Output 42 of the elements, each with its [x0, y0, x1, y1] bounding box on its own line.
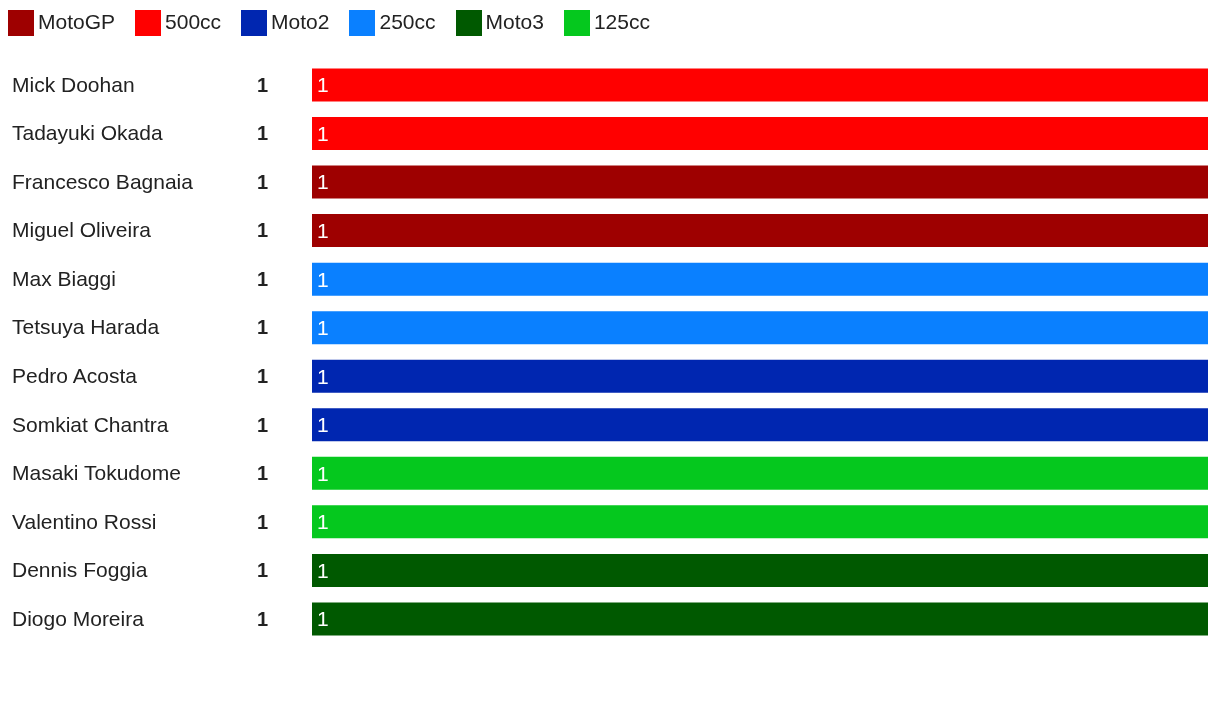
y-tick-label: Dennis Foggia [12, 558, 148, 582]
data-label: 1 [317, 170, 329, 194]
y-tick-label: Max Biaggi [12, 266, 116, 290]
data-label: 1 [317, 267, 329, 291]
y-tick-label: Mick Doohan [12, 72, 135, 96]
data-label: 1 [317, 121, 329, 145]
y-tick-label: Diogo Moreira [12, 606, 145, 630]
data-label: 1 [317, 413, 329, 437]
total-label: 1 [256, 413, 268, 436]
total-label: 1 [256, 462, 268, 485]
total-label: 1 [256, 559, 268, 582]
y-tick-label: Francesco Bagnaia [12, 169, 194, 193]
legend-label: Moto2 [271, 10, 330, 33]
data-label: 1 [317, 510, 329, 534]
legend-label: 250cc [379, 10, 436, 33]
data-label: 1 [317, 219, 329, 243]
data-label: 1 [317, 558, 329, 582]
total-label: 1 [256, 122, 268, 145]
y-tick-label: Valentino Rossi [12, 509, 157, 533]
legend-label: 125cc [593, 10, 650, 33]
y-tick-label: Somkiat Chantra [12, 412, 169, 436]
legend-label: 500cc [165, 10, 222, 33]
y-tick-label: Tetsuya Harada [12, 315, 160, 339]
total-label: 1 [256, 365, 268, 387]
legend-label: MotoGP [38, 10, 116, 33]
data-label: 1 [317, 316, 329, 340]
total-label: 1 [256, 73, 268, 96]
data-label: 1 [317, 607, 329, 631]
y-tick-label: Pedro Acosta [12, 364, 138, 387]
data-label: 1 [317, 461, 329, 485]
total-label: 1 [256, 219, 268, 242]
data-label: 1 [317, 364, 329, 388]
data-label: 1 [317, 73, 329, 97]
total-label: 1 [256, 170, 268, 193]
total-label: 1 [256, 267, 268, 290]
total-label: 1 [256, 607, 268, 630]
total-label: 1 [256, 316, 268, 339]
legend-label: Moto3 [485, 10, 544, 33]
y-tick-label: Miguel Oliveira [12, 218, 152, 242]
total-label: 1 [256, 510, 268, 533]
y-tick-label: Masaki Tokudome [12, 461, 181, 485]
y-tick-label: Tadayuki Okada [12, 121, 163, 145]
